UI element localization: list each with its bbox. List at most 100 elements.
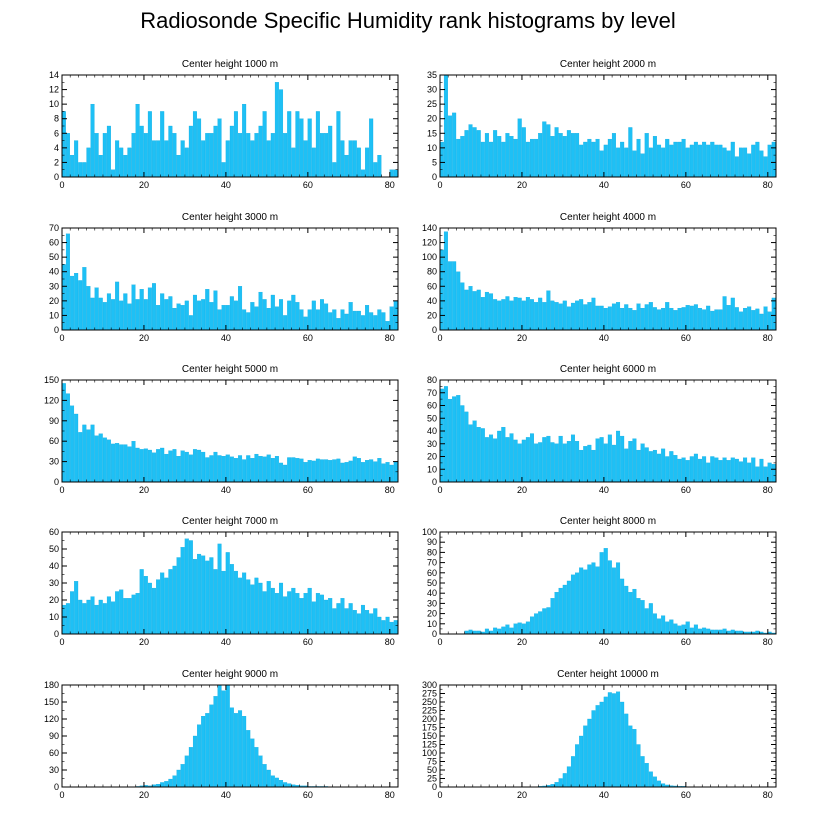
histogram-bar — [90, 596, 95, 635]
histogram-bar — [270, 458, 275, 483]
histogram-bar — [665, 138, 670, 178]
histogram-bar — [644, 133, 649, 178]
histogram-bar — [115, 140, 120, 178]
histogram-bar — [389, 464, 394, 483]
histogram-bar — [665, 456, 670, 483]
histogram-bar — [439, 141, 444, 178]
histogram-bar — [566, 441, 571, 483]
histogram-bar — [156, 140, 161, 178]
histogram-bar — [254, 747, 259, 788]
histogram-bar — [513, 297, 518, 331]
y-tick-label: 60 — [49, 748, 59, 758]
histogram-bar — [529, 616, 534, 635]
histogram-bar — [501, 427, 506, 483]
histogram-bar — [693, 453, 698, 483]
histogram-bar — [562, 443, 567, 483]
histogram-bar — [192, 111, 197, 178]
y-tick-label: 275 — [422, 689, 437, 699]
y-tick-label: 0 — [432, 325, 437, 335]
histogram-bar — [755, 308, 760, 331]
histogram-bar — [283, 596, 288, 635]
histogram-bar — [702, 627, 707, 635]
histogram-bar — [607, 692, 612, 788]
histogram-bar — [693, 304, 698, 331]
histogram-bar — [319, 299, 324, 331]
histogram-bar — [70, 405, 75, 483]
histogram-bar — [238, 577, 243, 635]
histogram-bar — [714, 457, 719, 483]
histogram-bar — [480, 428, 485, 483]
y-tick-label: 30 — [427, 439, 437, 449]
histogram-bar — [348, 140, 353, 178]
panel-title: Center height 2000 m — [560, 59, 656, 70]
y-tick-label: 25 — [427, 99, 437, 109]
x-tick-label: 40 — [221, 333, 231, 343]
histogram-bar — [250, 458, 255, 483]
histogram-bar — [443, 74, 448, 178]
histogram-bar — [657, 618, 662, 635]
histogram-bar — [579, 735, 584, 788]
histogram-bar — [106, 125, 111, 178]
histogram-bar — [365, 305, 370, 331]
histogram-bar — [283, 133, 288, 178]
histogram-bar — [377, 154, 382, 178]
histogram-bar — [307, 118, 312, 178]
histogram-bar — [258, 582, 263, 635]
histogram-bar — [303, 316, 308, 331]
histogram-bar — [164, 299, 169, 331]
histogram-bar — [460, 282, 465, 331]
histogram-bar — [238, 286, 243, 331]
histogram-bar — [747, 306, 752, 331]
y-tick-label: 40 — [427, 426, 437, 436]
histogram-bar — [393, 620, 398, 635]
histogram-bar — [197, 724, 202, 788]
histogram-bar — [681, 457, 686, 483]
histogram-bar — [652, 776, 657, 788]
histogram-bar — [652, 613, 657, 635]
histogram-bar — [669, 307, 674, 331]
histogram-bar — [644, 304, 649, 331]
x-tick-label: 40 — [599, 790, 609, 800]
histogram-bar — [176, 557, 181, 635]
histogram-bar — [340, 598, 345, 635]
x-tick-label: 60 — [681, 790, 691, 800]
histogram-bar — [156, 449, 161, 483]
histogram-bar — [628, 725, 633, 788]
histogram-bar — [583, 141, 588, 178]
y-tick-label: 20 — [427, 609, 437, 619]
histogram-bar — [356, 310, 361, 331]
histogram-bar — [468, 124, 473, 178]
histogram-bar — [525, 621, 530, 635]
histogram-bar — [360, 462, 365, 483]
y-tick-label: 0 — [432, 172, 437, 182]
histogram-bar — [373, 608, 378, 635]
histogram-bar — [575, 744, 580, 788]
histogram-bar — [139, 569, 144, 635]
y-tick-label: 15 — [427, 128, 437, 138]
histogram-bar — [197, 449, 202, 483]
histogram-bar — [730, 141, 735, 178]
y-tick-label: 20 — [427, 310, 437, 320]
histogram-bar — [501, 626, 506, 635]
x-tick-label: 60 — [303, 180, 313, 190]
histogram-bar — [542, 121, 547, 178]
histogram-bar — [279, 582, 284, 635]
histogram-bar — [624, 585, 629, 635]
histogram-bar — [180, 547, 185, 635]
x-tick-label: 0 — [59, 485, 64, 495]
histogram-bar — [283, 315, 288, 331]
histogram-bar — [738, 147, 743, 178]
histogram-bar — [213, 125, 218, 178]
histogram-bar — [242, 459, 247, 483]
histogram-bar — [538, 297, 543, 331]
histogram-bar — [706, 305, 711, 331]
histogram-bar — [611, 303, 616, 331]
histogram-bar — [669, 144, 674, 178]
histogram-bar — [258, 125, 263, 178]
histogram-bar — [620, 141, 625, 178]
histogram-bar — [246, 133, 251, 178]
histogram-bar — [763, 466, 768, 483]
histogram-bar — [562, 136, 567, 178]
histogram-bar — [767, 144, 772, 178]
histogram-bar — [657, 453, 662, 483]
